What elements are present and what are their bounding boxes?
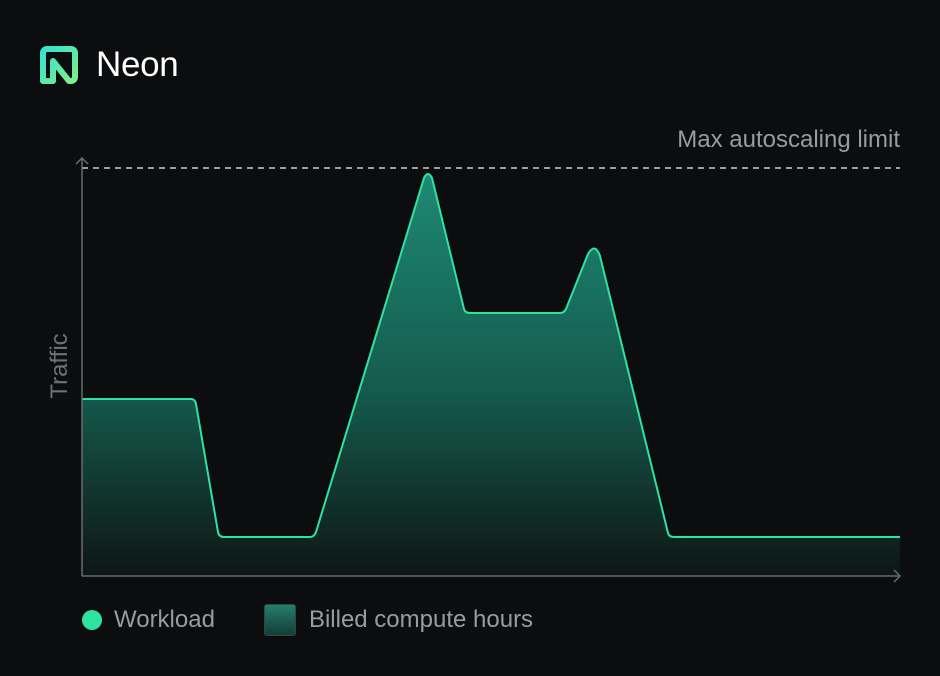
workload-dot-icon <box>82 610 102 630</box>
max-limit-label: Max autoscaling limit <box>677 126 900 153</box>
billed-area <box>82 174 900 576</box>
brand-name: Neon <box>96 45 179 84</box>
workload-line <box>82 173 900 538</box>
neon-logo-icon <box>40 46 78 84</box>
y-axis-arrow-icon <box>75 156 89 165</box>
x-axis-arrow-icon <box>893 569 902 583</box>
y-axis-label: Traffic <box>46 333 73 398</box>
neon-logo: Neon <box>39 45 179 85</box>
legend-billed: Billed compute hours <box>308 606 534 633</box>
legend: Workload Billed compute hours <box>82 604 533 636</box>
billed-swatch-icon <box>263 604 296 636</box>
legend-workload: Workload <box>114 606 215 633</box>
